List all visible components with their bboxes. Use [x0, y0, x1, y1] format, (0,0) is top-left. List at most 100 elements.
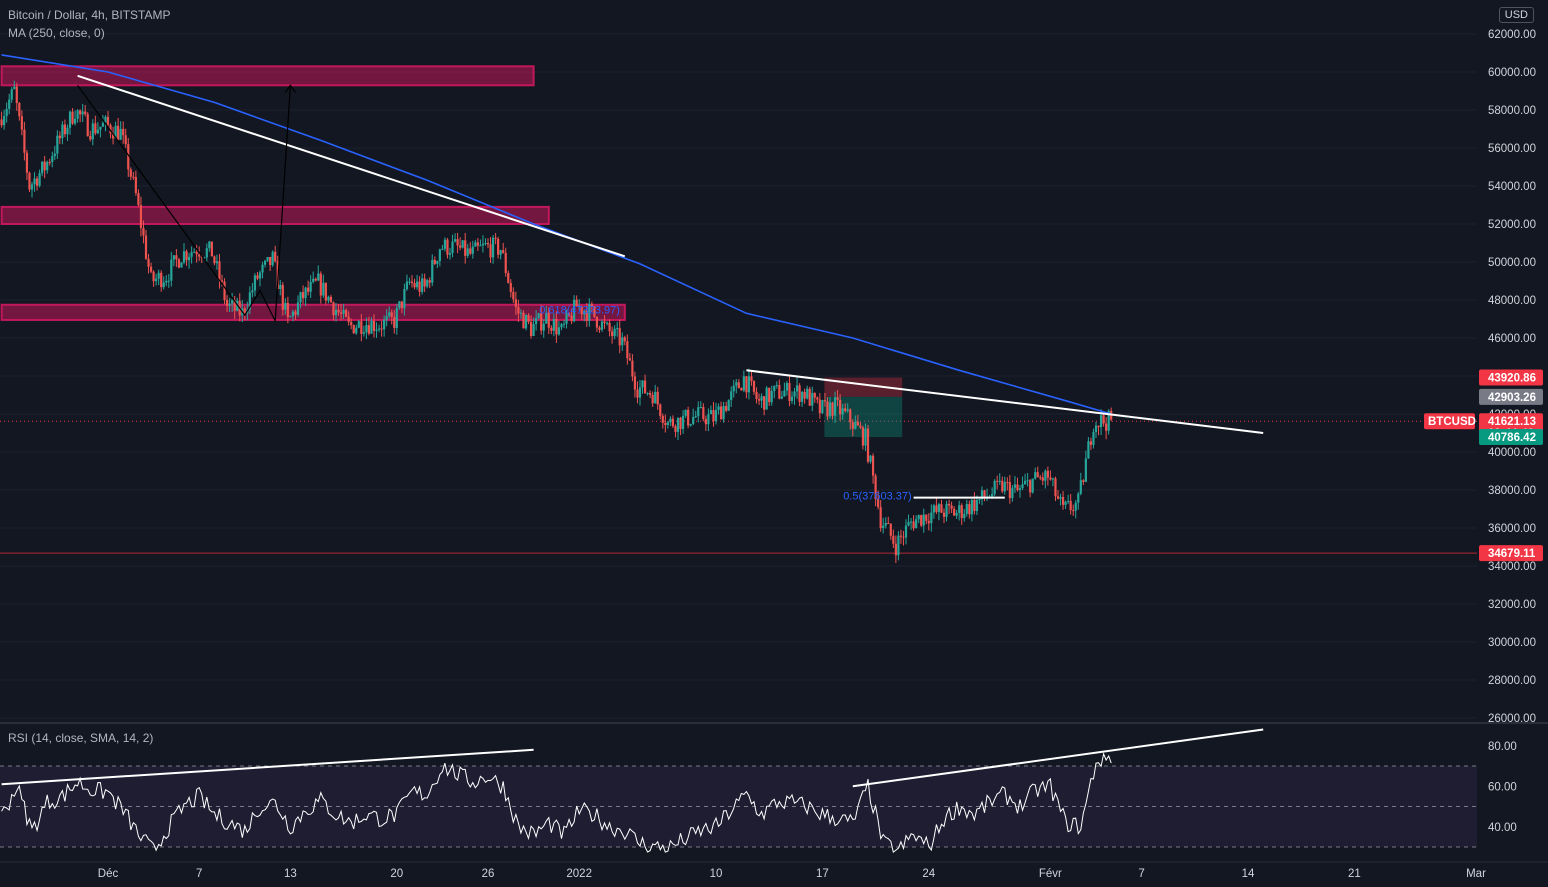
candle-body: [793, 391, 796, 397]
candle-body: [1051, 478, 1055, 480]
resistance-zone: [0, 303, 626, 321]
candle-body: [775, 385, 778, 387]
price-grid: [0, 33, 1477, 719]
candle-body: [623, 337, 626, 342]
candle-body: [540, 313, 543, 331]
candle-body: [286, 302, 289, 318]
candle-body: [993, 480, 996, 494]
candle-body: [223, 281, 226, 301]
candle-body: [849, 409, 852, 423]
candle-body: [423, 278, 426, 287]
candle-body: [920, 515, 923, 526]
candle-body: [365, 325, 368, 333]
candle-body: [907, 521, 910, 526]
candle-body: [200, 256, 203, 258]
candle-body: [529, 321, 533, 337]
price-tick-label: 28000.00: [1488, 675, 1536, 687]
candle-body: [388, 312, 391, 317]
candle-body: [461, 240, 464, 248]
candle-body: [109, 125, 112, 134]
candle-body: [828, 402, 832, 417]
resistance-zone: [0, 205, 550, 225]
candle-body: [866, 428, 870, 462]
candle-body: [441, 248, 444, 250]
candle-body: [398, 301, 401, 308]
candle-body: [38, 173, 41, 186]
candle-body: [831, 402, 834, 416]
chart-title: Bitcoin / Dollar, 4h, BITSTAMP: [8, 8, 171, 22]
candle-body: [279, 284, 282, 290]
candle-body: [509, 282, 512, 292]
candle-body: [144, 235, 148, 259]
candle-body: [101, 122, 105, 127]
candle-body: [180, 262, 183, 268]
candle-body: [433, 259, 436, 264]
candle-body: [735, 382, 738, 386]
candle-body: [605, 322, 609, 324]
candle-body: [730, 391, 733, 401]
candle-body: [400, 301, 403, 309]
price-tick-label: 58000.00: [1488, 105, 1536, 117]
candle-body: [1039, 477, 1042, 479]
candle-body: [193, 251, 196, 253]
candle-body: [134, 176, 137, 193]
candle-body: [393, 317, 396, 328]
support-line: [0, 420, 1477, 554]
candle-body: [127, 144, 130, 170]
price-tag: [1479, 388, 1543, 405]
candle-body: [557, 327, 561, 335]
price-tag-value: 41621.13: [1488, 416, 1536, 428]
candle-body: [598, 327, 601, 330]
candle-body: [1069, 500, 1072, 511]
candle-body: [61, 124, 64, 139]
candle-body: [147, 258, 150, 267]
candle-body: [334, 309, 338, 316]
time-axis[interactable]: Déc 7 13 20 26 2022 10 17 24 Févr 7 14 21 Mar: [0, 861, 1548, 887]
candle-body: [978, 499, 981, 501]
candle-body: [935, 505, 938, 512]
candle-body: [289, 316, 292, 318]
candle-body: [383, 319, 386, 330]
candle-body: [499, 250, 502, 255]
candle-body: [332, 302, 335, 316]
candle-body: [81, 111, 84, 115]
candle-body: [253, 275, 257, 291]
candle-body: [1064, 501, 1067, 505]
candle-body: [915, 519, 918, 529]
candle-body: [198, 254, 201, 257]
candle-body: [666, 422, 669, 425]
candle-body: [269, 257, 272, 266]
candle-body: [912, 521, 915, 529]
candle-body: [996, 480, 999, 482]
candle-body: [955, 512, 958, 516]
candle-body: [464, 240, 467, 256]
candle-body: [517, 306, 520, 314]
candle-body: [927, 520, 930, 524]
candle-body: [808, 388, 811, 406]
candle-body: [750, 376, 753, 381]
candle-body: [945, 503, 948, 517]
candle-body: [631, 360, 634, 377]
candle-body: [737, 382, 740, 389]
candle-body: [91, 123, 94, 140]
time-tick-label: 21: [1348, 868, 1361, 880]
time-tick-label: Mar: [1466, 868, 1486, 880]
candle-body: [537, 313, 540, 318]
candle-body: [674, 426, 677, 432]
candle-body: [621, 337, 624, 346]
candle-body: [476, 242, 479, 246]
candle-body: [638, 387, 642, 398]
candle-body: [104, 116, 107, 123]
candle-body: [811, 392, 814, 406]
candle-body: [294, 311, 297, 315]
candle-body: [783, 390, 786, 397]
candle-body: [372, 320, 376, 331]
candle-body: [626, 341, 629, 359]
currency-button[interactable]: USD: [1498, 7, 1534, 23]
candle-body: [319, 273, 322, 296]
candle-body: [157, 272, 160, 279]
candle-body: [925, 514, 928, 521]
rsi-line: [1, 752, 1112, 853]
candle-body: [833, 397, 837, 416]
